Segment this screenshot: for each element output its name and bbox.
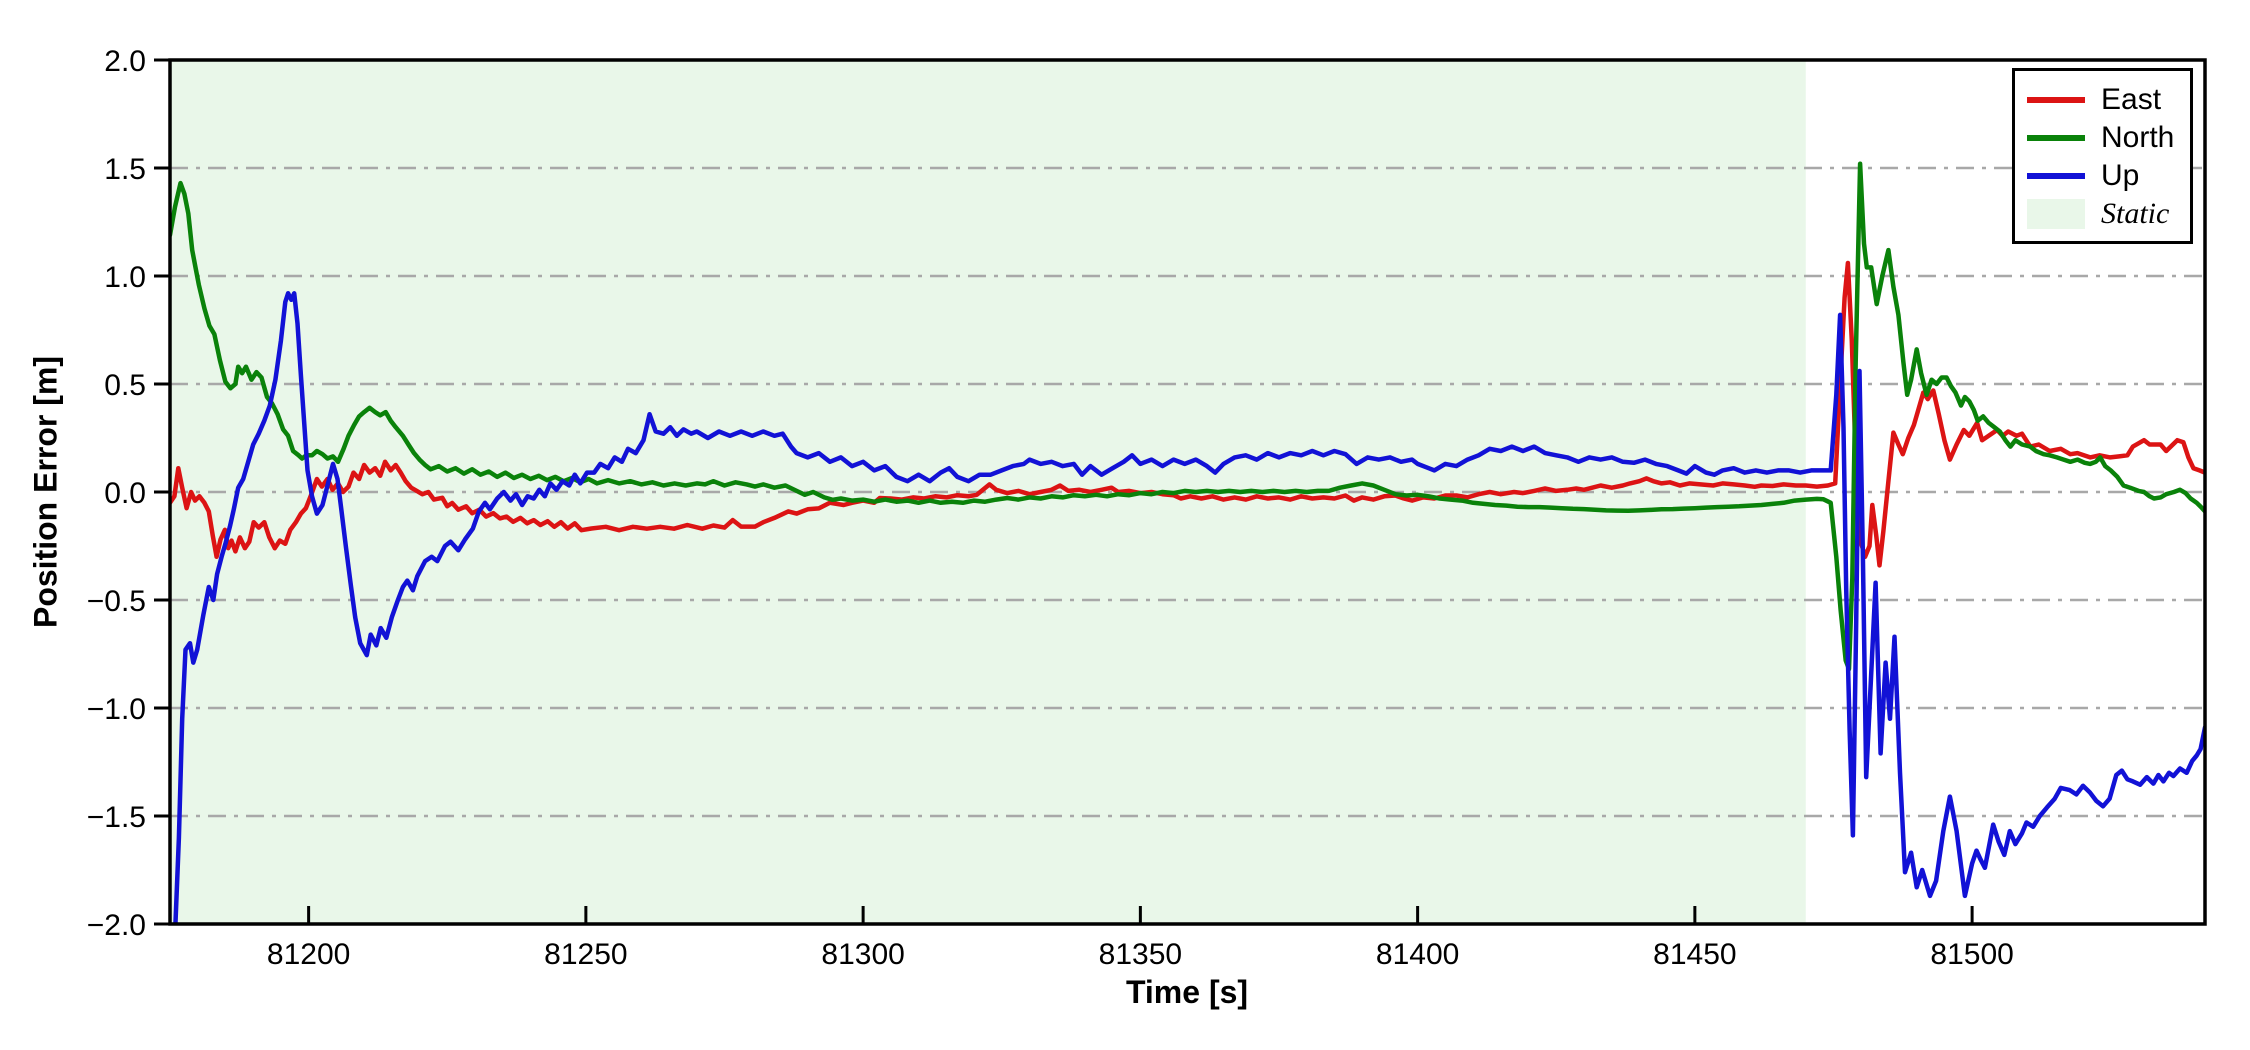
x-tick-label: 81400 [1376, 938, 1459, 971]
up-line-sample [2027, 173, 2085, 179]
series-north [170, 161, 2205, 672]
y-tick-label: 0.0 [104, 477, 146, 510]
series-east [170, 260, 2205, 568]
x-tick-label: 81250 [544, 938, 627, 971]
legend: East North Up Static [2012, 68, 2193, 244]
y-tick-label: −1.0 [87, 693, 146, 726]
x-tick-label: 81350 [1099, 938, 1182, 971]
legend-label-static: Static [2101, 197, 2170, 230]
static-patch-sample [2027, 199, 2085, 229]
legend-label-up: Up [2101, 159, 2140, 192]
legend-label-north: North [2101, 121, 2175, 154]
legend-item-north: North [2027, 119, 2178, 157]
y-tick-label: −2.0 [87, 909, 146, 942]
east-line-sample [2027, 97, 2085, 103]
y-axis-title: Position Error [m] [27, 355, 64, 629]
series-up [173, 291, 2205, 924]
x-tick-label: 81450 [1653, 938, 1736, 971]
plot-border [168, 58, 2207, 926]
x-tick-label: 81300 [821, 938, 904, 971]
north-line-sample [2027, 135, 2085, 141]
x-tick-label: 81500 [1930, 938, 2013, 971]
y-tick-label: 0.5 [104, 369, 146, 402]
y-tick-label: −0.5 [87, 585, 146, 618]
y-tick-label: 2.0 [104, 45, 146, 78]
y-tick-label: 1.5 [104, 153, 146, 186]
legend-item-up: Up [2027, 157, 2178, 195]
legend-item-static: Static [2027, 195, 2178, 233]
y-tick-label: 1.0 [104, 261, 146, 294]
y-tick-label: −1.5 [87, 801, 146, 834]
legend-label-east: East [2101, 83, 2162, 116]
legend-item-east: East [2027, 81, 2178, 119]
x-tick-label: 81200 [267, 938, 350, 971]
x-axis-title: Time [s] [1125, 974, 1249, 1010]
